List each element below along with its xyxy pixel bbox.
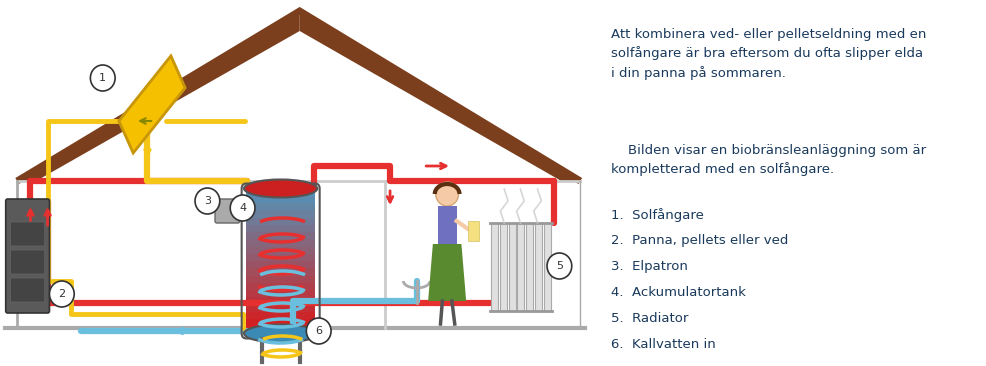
Polygon shape xyxy=(428,244,465,301)
Bar xyxy=(246,282,315,290)
Bar xyxy=(246,209,315,217)
Bar xyxy=(526,223,532,311)
Circle shape xyxy=(435,182,458,206)
Bar xyxy=(499,223,506,311)
FancyBboxPatch shape xyxy=(215,199,240,223)
Text: Bilden visar en biobränsleanläggning som är
kompletterad med en solfångare.: Bilden visar en biobränsleanläggning som… xyxy=(610,144,925,176)
Text: 1.  Solfångare: 1. Solfångare xyxy=(610,208,703,222)
Bar xyxy=(543,223,550,311)
Text: 5.  Radiator: 5. Radiator xyxy=(610,312,687,325)
Bar xyxy=(246,267,315,276)
Circle shape xyxy=(306,318,330,344)
Bar xyxy=(246,217,315,225)
Bar xyxy=(246,325,315,333)
Bar xyxy=(246,253,315,261)
Bar xyxy=(517,223,524,311)
FancyBboxPatch shape xyxy=(11,222,44,246)
Circle shape xyxy=(49,281,74,307)
Circle shape xyxy=(195,188,220,214)
Text: 3: 3 xyxy=(204,196,211,206)
Bar xyxy=(246,274,315,283)
Ellipse shape xyxy=(244,325,317,343)
Polygon shape xyxy=(300,11,580,181)
Polygon shape xyxy=(118,56,185,153)
Bar xyxy=(246,260,315,268)
Text: 4.  Ackumulatortank: 4. Ackumulatortank xyxy=(610,286,744,299)
Bar xyxy=(246,238,315,246)
Circle shape xyxy=(546,253,571,279)
Text: 6: 6 xyxy=(315,326,321,336)
Ellipse shape xyxy=(244,179,317,198)
Text: 5: 5 xyxy=(555,261,562,271)
FancyBboxPatch shape xyxy=(6,199,49,313)
Circle shape xyxy=(230,195,254,221)
Text: 6.  Kallvatten in: 6. Kallvatten in xyxy=(610,338,715,351)
Text: 2: 2 xyxy=(58,289,65,299)
Text: 2.  Panna, pellets eller ved: 2. Panna, pellets eller ved xyxy=(610,234,788,247)
Text: 1: 1 xyxy=(100,73,106,83)
Text: 3.  Elpatron: 3. Elpatron xyxy=(610,260,687,273)
Bar xyxy=(246,289,315,297)
Bar xyxy=(508,223,515,311)
Bar xyxy=(467,221,479,241)
Bar xyxy=(246,202,315,210)
Bar xyxy=(246,231,315,239)
FancyBboxPatch shape xyxy=(11,250,44,274)
Bar xyxy=(246,195,315,203)
Bar xyxy=(246,303,315,312)
Bar xyxy=(246,296,315,305)
Bar xyxy=(246,311,315,319)
FancyBboxPatch shape xyxy=(11,278,44,302)
Bar xyxy=(437,206,457,244)
Bar xyxy=(246,224,315,232)
Text: 4: 4 xyxy=(239,203,246,213)
Bar xyxy=(490,223,497,311)
Bar xyxy=(534,223,541,311)
Bar xyxy=(246,187,315,196)
Bar xyxy=(246,246,315,254)
Text: Att kombinera ved- eller pelletseldning med en
solfångare är bra eftersom du oft: Att kombinera ved- eller pelletseldning … xyxy=(610,28,925,80)
Polygon shape xyxy=(17,11,300,181)
Circle shape xyxy=(91,65,115,91)
Bar xyxy=(246,318,315,326)
